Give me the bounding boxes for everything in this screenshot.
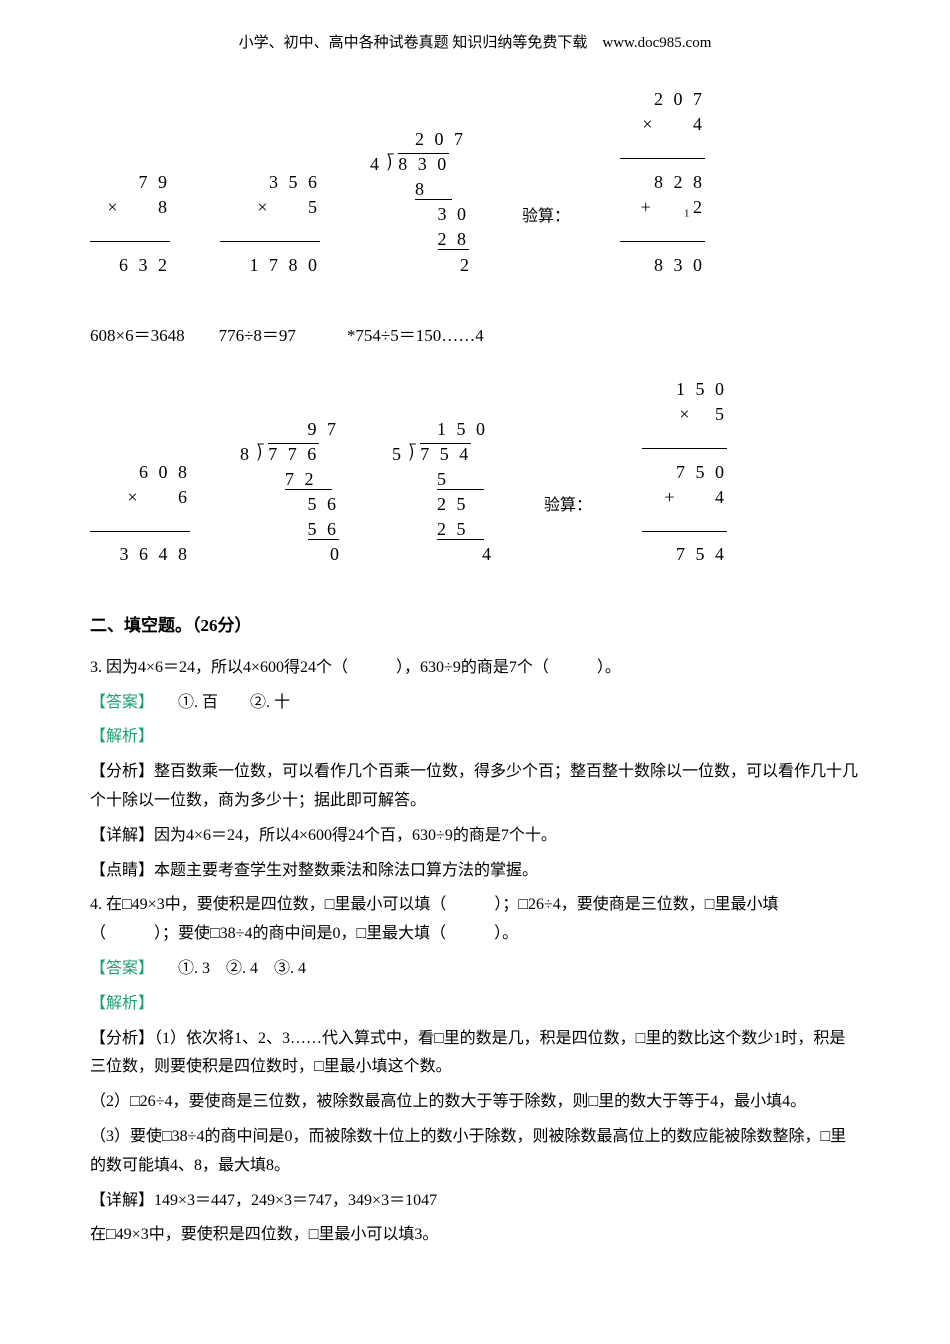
div-776-8: 9 7 8 ⟌ 7 7 6 7 2 5 6 5 6 0	[240, 417, 342, 572]
verify-label-2: 验算：	[544, 492, 592, 521]
verify-150x5: 1 5 0 × 5 7 5 0 + 4 7 5 4	[642, 377, 727, 571]
calc-area-1: 7 9 × 8 6 3 2 3 5 6 × 5 1 7 8 0	[90, 87, 860, 281]
q3-answer: 【答案】 ①. 百 ②. 十	[90, 689, 860, 718]
q4-answer: 【答案】 ①. 3 ②. 4 ③. 4	[90, 955, 860, 984]
q3-detail: 【详解】因为4×6＝24，所以4×600得24个百，630÷9的商是7个十。	[90, 822, 860, 851]
div-754-5: 1 5 0 5 ⟌ 7 5 4 5 2 5 2 5 4	[392, 417, 494, 572]
answer-label: 【答案】	[90, 960, 146, 977]
mul-79x8: 7 9 × 8 6 3 2	[90, 170, 170, 282]
mul-608x6: 6 0 8 × 6 3 6 4 8	[90, 460, 190, 572]
q4-text: 4. 在□49×3中，要使积是四位数，□里最小可以填（ ）；□26÷4，要使商是…	[90, 891, 860, 949]
equation-line: 608×6＝3648 776÷8＝97 *754÷5＝150……4	[90, 321, 860, 352]
q3-analysis-label: 【解析】	[90, 723, 860, 752]
section-2-title: 二、填空题。（26分）	[90, 611, 860, 642]
div-830-4: 2 0 7 4 ⟌ 8 3 0 8 3 0 2 8 2	[370, 127, 472, 282]
page-header: 小学、初中、高中各种试卷真题 知识归纳等免费下载 www.doc985.com	[90, 30, 860, 57]
q4-last: 在□49×3中，要使积是四位数，□里最小可以填3。	[90, 1221, 860, 1250]
q4-analysis-label: 【解析】	[90, 990, 860, 1019]
q3-fenxi: 【分析】整百数乘一位数，可以看作几个百乘一位数，得多少个百；整百整十数除以一位数…	[90, 758, 860, 816]
answer-label: 【答案】	[90, 694, 146, 711]
q3-text: 3. 因为4×6＝24，所以4×600得24个（ ），630÷9的商是7个（ ）…	[90, 654, 860, 683]
q4-detail: 【详解】149×3＝447，249×3＝747，349×3＝1047	[90, 1187, 860, 1216]
q4-p3: （3）要使□38÷4的商中间是0，而被除数十位上的数小于除数，则被除数最高位上的…	[90, 1123, 860, 1181]
verify-207x4: 2 0 7 × 4 8 2 8 + ₁2 8 3 0	[620, 87, 705, 281]
mul-356x5: 3 5 6 × 5 1 7 8 0	[220, 170, 320, 282]
q4-fenxi: 【分析】（1）依次将1、2、3……代入算式中，看□里的数是几，积是四位数，□里的…	[90, 1025, 860, 1083]
q3-point: 【点睛】本题主要考查学生对整数乘法和除法口算方法的掌握。	[90, 857, 860, 886]
q4-p2: （2）□26÷4，要使商是三位数，被除数最高位上的数大于等于除数，则□里的数大于…	[90, 1088, 860, 1117]
verify-label-1: 验算：	[522, 203, 570, 232]
calc-area-2: 6 0 8 × 6 3 6 4 8 9 7 8 ⟌ 7 7 6 7 2 5 6 …	[90, 377, 860, 571]
